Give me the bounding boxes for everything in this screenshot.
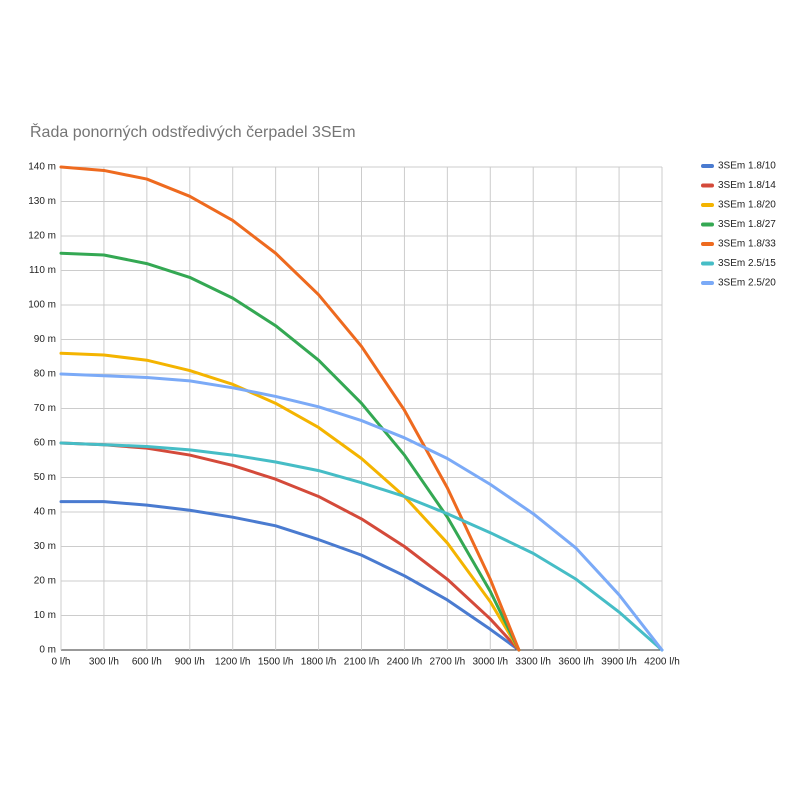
y-tick-label: 10 m	[34, 610, 56, 621]
legend-label: 3SEm 1.8/14	[718, 180, 776, 191]
legend-label: 3SEm 1.8/33	[718, 239, 776, 250]
y-tick-label: 40 m	[34, 507, 56, 518]
x-tick-label: 900 l/h	[175, 657, 205, 668]
x-tick-label: 2100 l/h	[344, 657, 380, 668]
y-tick-label: 140 m	[28, 162, 56, 173]
legend-label: 3SEm 2.5/15	[718, 258, 776, 269]
x-tick-label: 2700 l/h	[430, 657, 466, 668]
y-tick-label: 80 m	[34, 369, 56, 380]
x-tick-label: 2400 l/h	[387, 657, 423, 668]
y-tick-label: 90 m	[34, 334, 56, 345]
x-tick-label: 300 l/h	[89, 657, 119, 668]
x-tick-label: 4200 l/h	[644, 657, 680, 668]
y-tick-label: 100 m	[28, 300, 56, 311]
x-tick-label: 1500 l/h	[258, 657, 294, 668]
legend-label: 3SEm 1.8/27	[718, 219, 776, 230]
series-line	[59, 500, 521, 652]
y-tick-label: 20 m	[34, 576, 56, 587]
series-line	[59, 441, 664, 652]
series-line	[59, 165, 521, 652]
y-tick-label: 60 m	[34, 438, 56, 449]
x-tick-label: 1200 l/h	[215, 657, 251, 668]
x-tick-label: 3000 l/h	[472, 657, 508, 668]
y-tick-label: 30 m	[34, 541, 56, 552]
y-tick-label: 50 m	[34, 472, 56, 483]
y-tick-label: 120 m	[28, 231, 56, 242]
x-tick-label: 3600 l/h	[558, 657, 594, 668]
x-tick-label: 0 l/h	[52, 657, 71, 668]
chart-title: Řada ponorných odstředivých čerpadel 3SE…	[30, 122, 356, 141]
x-tick-label: 3900 l/h	[601, 657, 637, 668]
x-tick-label: 3300 l/h	[515, 657, 551, 668]
y-tick-label: 70 m	[34, 403, 56, 414]
y-tick-label: 110 m	[29, 265, 56, 276]
legend-label: 3SEm 1.8/10	[718, 161, 776, 172]
series-line	[59, 251, 521, 652]
series-line	[59, 351, 521, 652]
legend-label: 3SEm 2.5/20	[718, 278, 776, 289]
y-tick-label: 0 m	[39, 645, 56, 656]
x-tick-label: 600 l/h	[132, 657, 162, 668]
y-tick-label: 130 m	[28, 196, 56, 207]
series-line	[59, 372, 664, 652]
x-tick-label: 1800 l/h	[301, 657, 337, 668]
legend-label: 3SEm 1.8/20	[718, 200, 776, 211]
